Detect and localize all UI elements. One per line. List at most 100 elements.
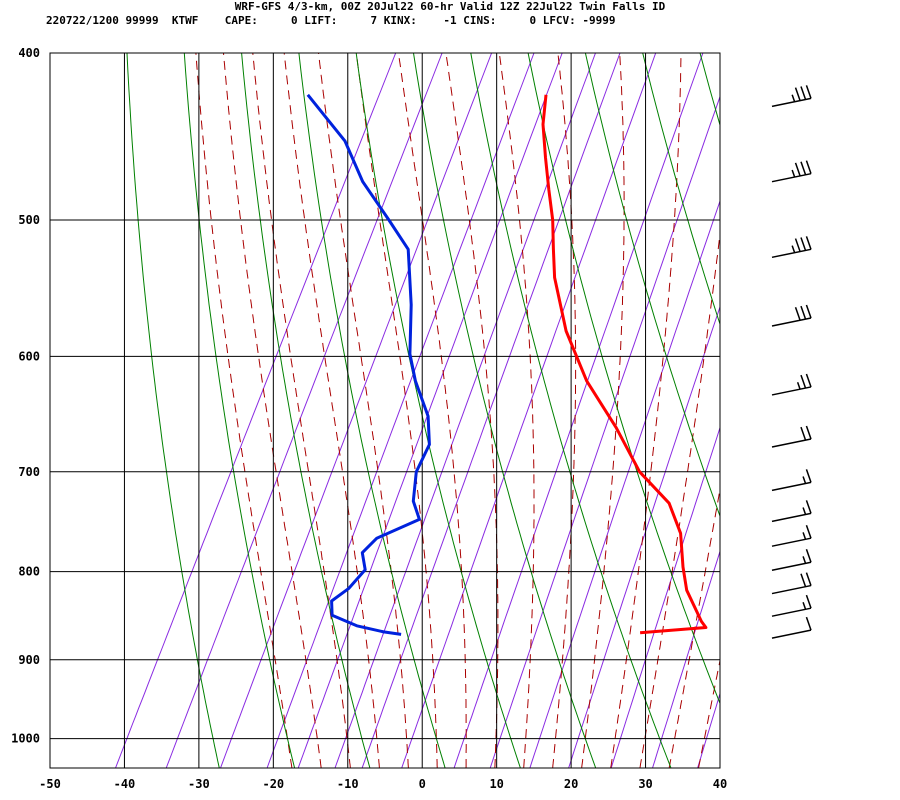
grid bbox=[49, 52, 721, 768]
dry-adiabat-line bbox=[413, 53, 597, 768]
mixing-ratio-line bbox=[334, 53, 596, 768]
dry-adiabat-line bbox=[527, 53, 720, 705]
dry-adiabat-line bbox=[757, 53, 900, 768]
wind-barb-staff bbox=[771, 97, 812, 108]
mixing-ratio-line bbox=[165, 53, 443, 768]
wind-barb-full-feather bbox=[805, 85, 812, 99]
wind-barb-staff bbox=[771, 386, 812, 396]
wind-barb-staff bbox=[771, 438, 812, 448]
dry-adiabat-line bbox=[584, 53, 720, 518]
wind-barb-full-feather bbox=[800, 86, 807, 100]
wind-barb bbox=[771, 469, 812, 492]
x-tick-label: 10 bbox=[489, 777, 503, 791]
dry-adiabat-line bbox=[872, 53, 900, 768]
mixing-ratio-line bbox=[453, 53, 704, 768]
y-tick-label: 800 bbox=[18, 565, 40, 579]
wind-barb-staff bbox=[771, 584, 812, 595]
moist-adiabat-line bbox=[318, 53, 409, 768]
wind-barb-half-feather bbox=[802, 532, 807, 540]
station-indices-line: 220722/1200 99999 KTWF CAPE: 0 LIFT: 7 K… bbox=[46, 14, 616, 27]
wind-barb-half-feather bbox=[802, 602, 807, 610]
x-tick-label: 20 bbox=[564, 777, 578, 791]
moist-adiabat-line bbox=[445, 53, 499, 768]
dry-adiabat-line bbox=[355, 53, 521, 768]
x-tick-label: -40 bbox=[114, 777, 136, 791]
wind-barb bbox=[771, 160, 812, 183]
mixing-ratio-line bbox=[220, 53, 493, 768]
mixing-ratio-line bbox=[401, 53, 657, 768]
wind-barb-half-feather bbox=[802, 507, 807, 515]
wind-barb-staff bbox=[771, 629, 812, 639]
moist-adiabat-line bbox=[639, 229, 720, 768]
wind-barb-full-feather bbox=[805, 616, 812, 631]
wind-barb bbox=[771, 373, 812, 396]
wind-barb-half-feather bbox=[791, 245, 796, 253]
y-axis-tick-labels: 400 500 600 700 800 900 1000 bbox=[11, 46, 40, 746]
moist-adiabat-line bbox=[252, 53, 351, 768]
wind-barb bbox=[771, 304, 812, 327]
mixing-ratio-line bbox=[610, 426, 720, 768]
dry-adiabats bbox=[126, 53, 900, 768]
dry-adiabat-line bbox=[298, 53, 446, 768]
dry-adiabat-line bbox=[815, 53, 900, 768]
plot-frame bbox=[49, 52, 721, 769]
dewpoint-trace bbox=[306, 93, 431, 636]
x-tick-label: -20 bbox=[262, 777, 284, 791]
wind-barb-staff bbox=[771, 481, 812, 492]
wind-barb-half-feather bbox=[802, 556, 807, 564]
wind-barbs bbox=[771, 85, 812, 639]
wind-barb bbox=[771, 524, 812, 547]
wind-barb-full-feather bbox=[794, 238, 801, 252]
wind-barb-staff bbox=[771, 561, 812, 571]
wind-barb-half-feather bbox=[791, 169, 796, 178]
x-tick-label: 40 bbox=[713, 777, 727, 791]
moist-adiabats bbox=[195, 53, 720, 768]
moist-adiabat-line bbox=[698, 658, 720, 768]
wind-barb-full-feather bbox=[805, 594, 812, 609]
wind-barb-full-feather bbox=[805, 373, 812, 388]
wind-barb-half-feather bbox=[791, 94, 796, 102]
temperature-trace bbox=[541, 94, 708, 635]
x-tick-label: -50 bbox=[39, 777, 61, 791]
moist-adiabat-line bbox=[581, 53, 625, 768]
wind-barb-full-feather bbox=[805, 236, 812, 250]
y-tick-label: 500 bbox=[18, 213, 40, 227]
mixing-ratio-line bbox=[489, 95, 720, 768]
y-tick-label: 600 bbox=[18, 349, 40, 363]
y-tick-label: 700 bbox=[18, 465, 40, 479]
wind-barb-full-feather bbox=[805, 304, 812, 319]
mixing-ratio-line bbox=[297, 53, 563, 768]
wind-barb-full-feather bbox=[800, 237, 807, 251]
x-axis-tick-labels: -50 -40 -30 -20 -10 0 10 20 30 40 bbox=[39, 777, 727, 791]
dry-adiabat-line bbox=[183, 53, 296, 768]
wind-barb-staff bbox=[771, 248, 812, 259]
mixing-ratio-line bbox=[115, 53, 397, 768]
wind-barb bbox=[771, 594, 812, 617]
wind-barb-half-feather bbox=[802, 476, 807, 484]
y-tick-label: 400 bbox=[18, 46, 40, 60]
plot-border bbox=[49, 52, 721, 769]
x-tick-label: -30 bbox=[188, 777, 210, 791]
sounding-traces bbox=[306, 93, 708, 636]
wind-barb-full-feather bbox=[805, 572, 812, 586]
dry-adiabat-line bbox=[470, 53, 672, 768]
wind-barb-staff bbox=[771, 537, 812, 547]
moist-adiabat-line bbox=[398, 53, 467, 768]
wind-barb bbox=[771, 616, 812, 639]
wind-barb bbox=[771, 500, 812, 523]
moist-adiabat-line bbox=[668, 486, 720, 768]
mixing-ratio-line bbox=[697, 692, 720, 768]
dry-adiabat-line bbox=[699, 53, 720, 127]
wind-barb bbox=[771, 549, 812, 571]
wind-barb-staff bbox=[771, 172, 812, 183]
mixing-ratio-lines bbox=[115, 53, 720, 768]
moist-adiabat-line bbox=[283, 53, 380, 768]
wind-barb-full-feather bbox=[805, 425, 812, 440]
mixing-ratio-line bbox=[529, 199, 720, 768]
dry-adiabat-line bbox=[126, 53, 220, 768]
moist-adiabat-line bbox=[355, 53, 438, 768]
chart-title: WRF-GFS 4/3-km, 00Z 20Jul22 60-hr Valid … bbox=[234, 0, 666, 13]
x-tick-label: 0 bbox=[419, 777, 426, 791]
wind-barb bbox=[771, 85, 812, 108]
